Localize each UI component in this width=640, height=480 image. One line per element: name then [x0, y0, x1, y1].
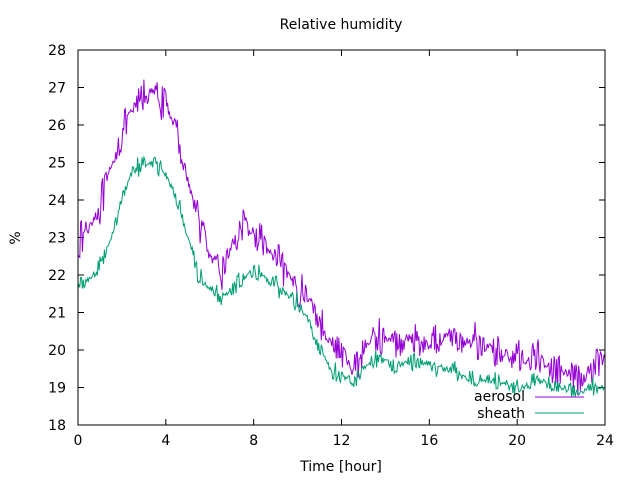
y-tick-label: 19 [48, 381, 66, 397]
legend: aerosol sheath [474, 389, 584, 422]
y-tick-label: 27 [48, 81, 66, 97]
legend-label-aerosol: aerosol [474, 389, 525, 405]
chart-title: Relative humidity [280, 17, 403, 33]
x-tick-label: 20 [508, 433, 526, 449]
series-line-sheath [77, 155, 606, 398]
x-tick-label: 0 [74, 433, 83, 449]
x-tick-label: 8 [249, 433, 258, 449]
y-tick-label: 26 [48, 118, 66, 134]
y-tick-label: 28 [48, 43, 66, 59]
y-tick-label: 22 [48, 268, 66, 284]
y-tick-label: 21 [48, 306, 66, 322]
y-tick-label: 20 [48, 343, 66, 359]
plot-frame [77, 49, 606, 426]
x-axis-label: Time [hour] [299, 459, 382, 475]
x-tick-label: 12 [333, 433, 351, 449]
series-line-aerosol [77, 79, 606, 396]
y-tick-label: 18 [48, 418, 66, 434]
x-tick-label: 24 [596, 433, 614, 449]
y-tick-label: 24 [48, 193, 66, 209]
legend-label-sheath: sheath [477, 406, 525, 422]
series-layer [77, 79, 606, 398]
x-tick-label: 16 [420, 433, 438, 449]
x-tick-label: 4 [161, 433, 170, 449]
y-tick-label: 25 [48, 156, 66, 172]
y-axis-label: % [8, 231, 24, 244]
y-tick-label: 23 [48, 231, 66, 247]
